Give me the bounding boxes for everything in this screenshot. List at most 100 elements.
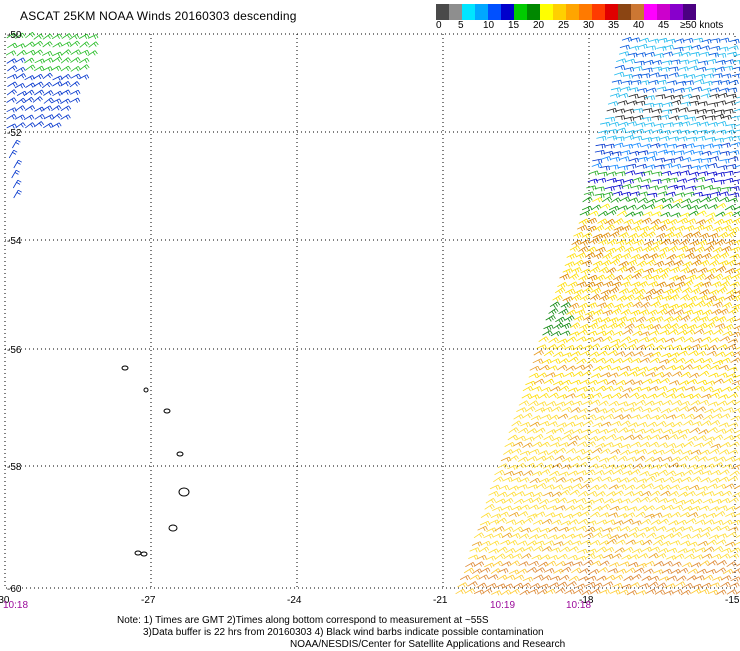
wind-barb xyxy=(717,373,727,378)
wind-barb xyxy=(607,239,617,245)
wind-barb xyxy=(697,380,707,385)
wind-barb xyxy=(659,273,669,279)
wind-barb xyxy=(560,331,570,336)
wind-barb xyxy=(672,400,682,405)
wind-barb xyxy=(652,60,662,65)
wind-barb xyxy=(495,470,505,475)
wind-barb xyxy=(686,186,696,191)
wind-barb xyxy=(589,408,599,413)
wind-barb xyxy=(647,152,657,156)
wind-barb xyxy=(556,344,566,349)
wind-barb xyxy=(640,471,650,476)
wind-barb xyxy=(523,547,533,552)
wind-barb xyxy=(610,94,620,99)
wind-barb xyxy=(729,309,739,315)
wind-barb xyxy=(736,562,740,567)
wind-barb xyxy=(34,122,44,127)
wind-barb xyxy=(691,401,701,406)
wind-barb xyxy=(680,486,690,491)
wind-barb xyxy=(664,591,674,596)
wind-barb xyxy=(729,46,739,51)
wind-barb xyxy=(654,205,664,210)
wind-barb xyxy=(642,274,652,280)
wind-barb xyxy=(684,281,694,287)
wind-barb xyxy=(732,74,740,79)
island-outline xyxy=(164,409,170,413)
wind-barb xyxy=(520,590,530,595)
wind-barb xyxy=(498,464,508,469)
wind-barb xyxy=(668,434,678,439)
wind-barb xyxy=(618,122,628,127)
wind-barb xyxy=(603,582,613,587)
colorbar-swatch xyxy=(501,4,514,20)
wind-barb xyxy=(523,577,533,582)
wind-barb xyxy=(15,106,25,111)
wind-barb xyxy=(669,67,679,71)
wind-barb xyxy=(25,32,35,38)
wind-barb xyxy=(498,547,508,552)
wind-barb xyxy=(615,548,625,553)
time-label: 10:19 xyxy=(490,600,515,611)
wind-barb xyxy=(621,226,631,232)
wind-barb xyxy=(655,158,665,163)
wind-barb xyxy=(714,114,724,119)
wind-barb xyxy=(706,137,716,142)
wind-barb xyxy=(600,561,610,566)
wind-barb xyxy=(592,533,602,538)
wind-barb xyxy=(691,166,701,171)
wind-barb xyxy=(522,554,532,559)
wind-barb xyxy=(489,491,499,496)
wind-barb xyxy=(71,66,81,71)
wind-barb xyxy=(605,144,615,149)
wind-barb xyxy=(702,310,712,316)
wind-barb xyxy=(566,310,576,316)
wind-barb xyxy=(630,310,640,316)
wind-barb xyxy=(579,324,589,330)
wind-barb xyxy=(639,310,649,316)
colorbar-label: 45 xyxy=(658,20,669,31)
wind-barb xyxy=(656,527,666,532)
wind-barb xyxy=(694,225,704,231)
wind-barb xyxy=(728,527,738,532)
wind-barb xyxy=(520,505,530,510)
wind-barb xyxy=(676,387,686,392)
wind-barb xyxy=(566,448,576,453)
wind-barb xyxy=(634,220,644,226)
wind-barb xyxy=(645,123,655,128)
wind-barb xyxy=(571,352,581,357)
wind-barb xyxy=(602,197,612,202)
wind-barb xyxy=(657,386,667,391)
wind-barb xyxy=(673,232,683,238)
wind-barb xyxy=(590,267,600,273)
wind-barb xyxy=(630,583,640,588)
wind-barb xyxy=(595,416,605,421)
wind-barb xyxy=(538,451,548,456)
wind-barb xyxy=(516,408,526,413)
wind-barb xyxy=(650,358,660,363)
wind-barb xyxy=(617,514,627,519)
wind-barb xyxy=(625,59,635,64)
wind-barb xyxy=(725,513,735,518)
wind-barb xyxy=(624,492,634,497)
wind-barb xyxy=(734,206,740,211)
wind-barb xyxy=(7,74,17,79)
wind-barb xyxy=(607,539,617,544)
wind-barb xyxy=(514,499,524,504)
wind-barb xyxy=(699,371,709,376)
wind-barb xyxy=(546,561,556,566)
wind-barb xyxy=(493,561,503,566)
wind-barb xyxy=(651,116,661,120)
wind-barb xyxy=(517,485,527,490)
wind-barb xyxy=(706,116,716,121)
wind-barb xyxy=(638,157,648,162)
wind-barb xyxy=(619,590,629,595)
wind-barb xyxy=(716,266,726,272)
wind-barb xyxy=(592,393,602,398)
wind-barb xyxy=(687,137,697,141)
wind-barb xyxy=(713,74,723,78)
wind-barb xyxy=(632,549,642,554)
wind-barb xyxy=(707,351,717,356)
colorbar-swatch xyxy=(488,4,501,20)
wind-barb xyxy=(501,590,511,595)
wind-barb xyxy=(619,289,629,295)
